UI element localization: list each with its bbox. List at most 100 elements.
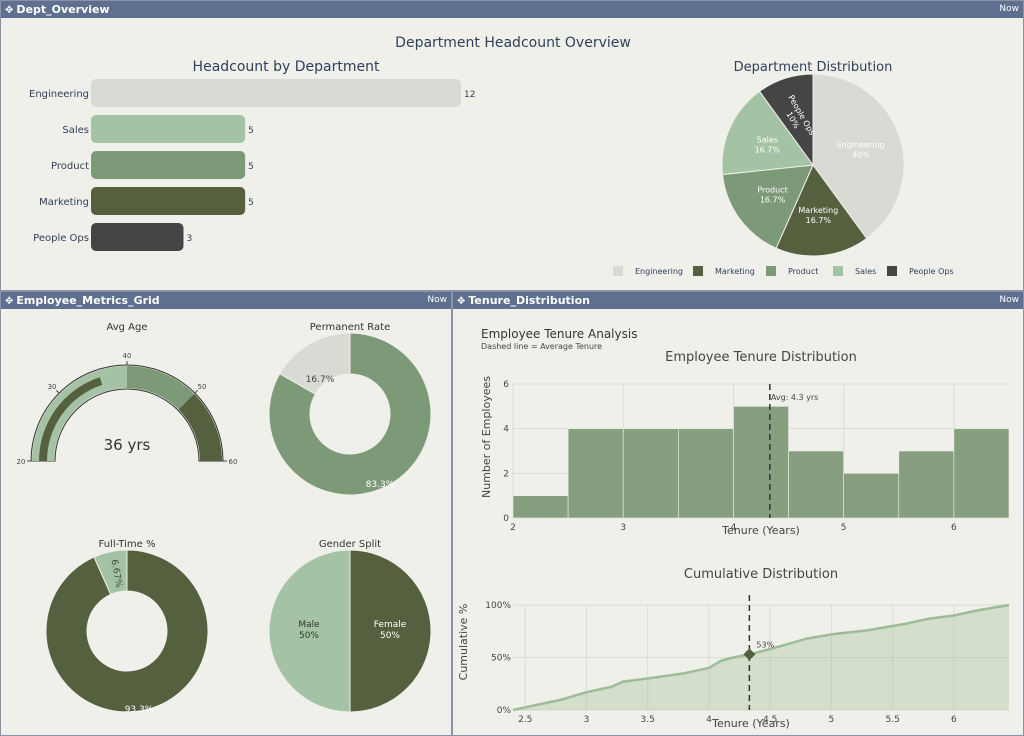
hist-ytick-2: 2: [503, 469, 509, 479]
slice-percent: 16.7%: [755, 146, 781, 155]
legend-swatch-marketing: [693, 266, 703, 276]
tenure-titlebar[interactable]: ✥ Tenure_Distribution Now: [453, 292, 1023, 309]
slice-label-sales: Sales 16.7%: [755, 136, 781, 155]
bar-label-people-ops: People Ops: [33, 233, 89, 244]
histogram-xlabel: Tenure (Years): [721, 524, 800, 537]
gauge-band-1: [127, 366, 195, 410]
cum-xtick-6: 6: [951, 715, 957, 725]
legend-label-engineering: Engineering: [635, 267, 683, 276]
slice-label-line: 50%: [380, 631, 400, 641]
panel-title: Employee_Metrics_Grid: [16, 294, 160, 307]
legend-label-sales: Sales: [855, 267, 876, 276]
hist-bar-8: [953, 428, 1010, 519]
gauge-value-bar: [39, 377, 103, 461]
cum-ytick-100: 100%: [485, 601, 511, 611]
dept-overview-titlebar[interactable]: ✥ Dept_Overview Now: [1, 1, 1023, 18]
move-icon[interactable]: ✥: [457, 296, 466, 307]
hist-xtick-3: 3: [620, 523, 626, 533]
metrics-figure: Avg Age 20 30 40 50 60 36 yrs Permanent Rate…: [17, 322, 432, 715]
tenure-figure: Employee Tenure Analysis Dashed line = A…: [457, 327, 1010, 730]
hist-xtick-6: 6: [951, 523, 957, 533]
legend-swatch-people-ops: [887, 266, 897, 276]
bar-value-product: 5: [248, 162, 254, 172]
cum-xtick-4.5: 4.5: [763, 715, 777, 725]
slice-percent: 40%: [852, 150, 870, 159]
cum-ytick-50: 50%: [491, 654, 511, 664]
cum-xtick-2.5: 2.5: [518, 715, 532, 725]
hist-ytick-6: 6: [503, 380, 509, 390]
legend-label-marketing: Marketing: [715, 267, 755, 276]
move-icon[interactable]: ✥: [5, 296, 14, 307]
hist-xtick-4: 4: [731, 523, 737, 533]
gauge-tick-label-60: 60: [229, 458, 238, 466]
cum-area-fill: [513, 605, 1009, 710]
slice-label-engineering: Engineering 40%: [837, 140, 885, 159]
gauge-band-2: [178, 393, 222, 461]
gender-split-title: Gender Split: [319, 539, 381, 550]
metrics-titlebar[interactable]: ✥ Employee_Metrics_Grid Now: [1, 292, 451, 309]
bar-value-sales: 5: [248, 126, 254, 136]
hist-bar-1: [567, 428, 624, 519]
avg-age-value: 36 yrs: [104, 436, 151, 454]
gender-split-pie: Female 50%Male 50%: [268, 549, 432, 713]
slice-product: [721, 164, 814, 249]
bar-label-marketing: Marketing: [39, 197, 89, 208]
gauge-tick-50: [194, 389, 199, 394]
slice-label-1: 6.67%: [109, 559, 124, 589]
histogram-ylabel: Number of Employees: [480, 376, 493, 498]
permanent-rate-donut: 83.3% 16.7%: [268, 332, 432, 496]
bar-label-product: Product: [51, 161, 89, 172]
slice-label-line: 50%: [299, 631, 319, 641]
slice-0: [45, 549, 209, 713]
hist-bar-7: [898, 450, 955, 519]
avg-tenure-label: Avg: 4.3 yrs: [771, 393, 819, 402]
cum-xtick-3: 3: [584, 715, 590, 725]
slice-label-1: 16.7%: [306, 375, 335, 385]
tenure-analysis-title: Employee Tenure Analysis: [481, 327, 637, 341]
slice-percent: 16.7%: [760, 195, 786, 204]
tenure-analysis-subtitle: Dashed line = Average Tenure: [481, 342, 602, 351]
bar-sales: [91, 115, 246, 143]
full-time-donut: 93.3% 6.67%: [45, 549, 209, 715]
bar-marketing: [91, 187, 246, 215]
slice-1: [268, 549, 351, 713]
slice-percent: 16.7%: [806, 216, 832, 225]
cum-ytick-0: 0%: [497, 706, 512, 716]
employee-metrics-panel: ✥ Employee_Metrics_Grid Now Avg Age 20 30 4…: [0, 291, 452, 736]
legend-label-people-ops: People Ops: [909, 267, 954, 276]
slice-label-product: Product 16.7%: [757, 185, 787, 204]
hist-xtick-5: 5: [841, 523, 847, 533]
slice-marketing: [775, 164, 868, 257]
move-icon[interactable]: ✥: [5, 5, 14, 16]
headcount-bar-chart: Engineering 12 Sales 5 Product 5 Marketing 5 Peo…: [29, 79, 475, 251]
slice-name: Sales: [757, 136, 778, 145]
panel-status: Now: [999, 4, 1019, 14]
bar-people-ops: [91, 223, 184, 251]
cumulative-title: Cumulative Distribution: [684, 567, 838, 582]
dept-overview-figure: Department Headcount Overview Headcount …: [29, 35, 954, 276]
panel-title: Tenure_Distribution: [468, 294, 590, 307]
cumulative-area-chart: 2.5 3 3.5 4 4.5 5 5.5 6 0% 50% 100% 53%: [485, 595, 1010, 725]
slice-people-ops: [758, 73, 814, 167]
bar-label-engineering: Engineering: [29, 89, 89, 100]
gauge-tick-30: [55, 389, 60, 394]
gauge-tick-label-20: 20: [17, 458, 26, 466]
slice-label-1: Male 50%: [298, 620, 320, 641]
legend-swatch-engineering: [613, 266, 623, 276]
bar-product: [91, 151, 246, 179]
bar-engineering: [91, 79, 461, 107]
cum-xtick-5: 5: [829, 715, 835, 725]
full-time-title: Full-Time %: [99, 539, 156, 550]
cum-xtick-5.5: 5.5: [885, 715, 899, 725]
cum-marker-label: 53%: [756, 640, 774, 649]
slice-1: [279, 332, 351, 395]
hist-bar-0: [512, 495, 569, 519]
panel-title: Dept_Overview: [16, 3, 110, 16]
hist-bar-6: [843, 473, 900, 519]
slice-name: Product: [757, 185, 787, 194]
bar-value-engineering: 12: [464, 90, 475, 100]
gauge-tick-label-50: 50: [197, 383, 206, 391]
legend-swatch-sales: [833, 266, 843, 276]
slice-0: [268, 332, 432, 496]
